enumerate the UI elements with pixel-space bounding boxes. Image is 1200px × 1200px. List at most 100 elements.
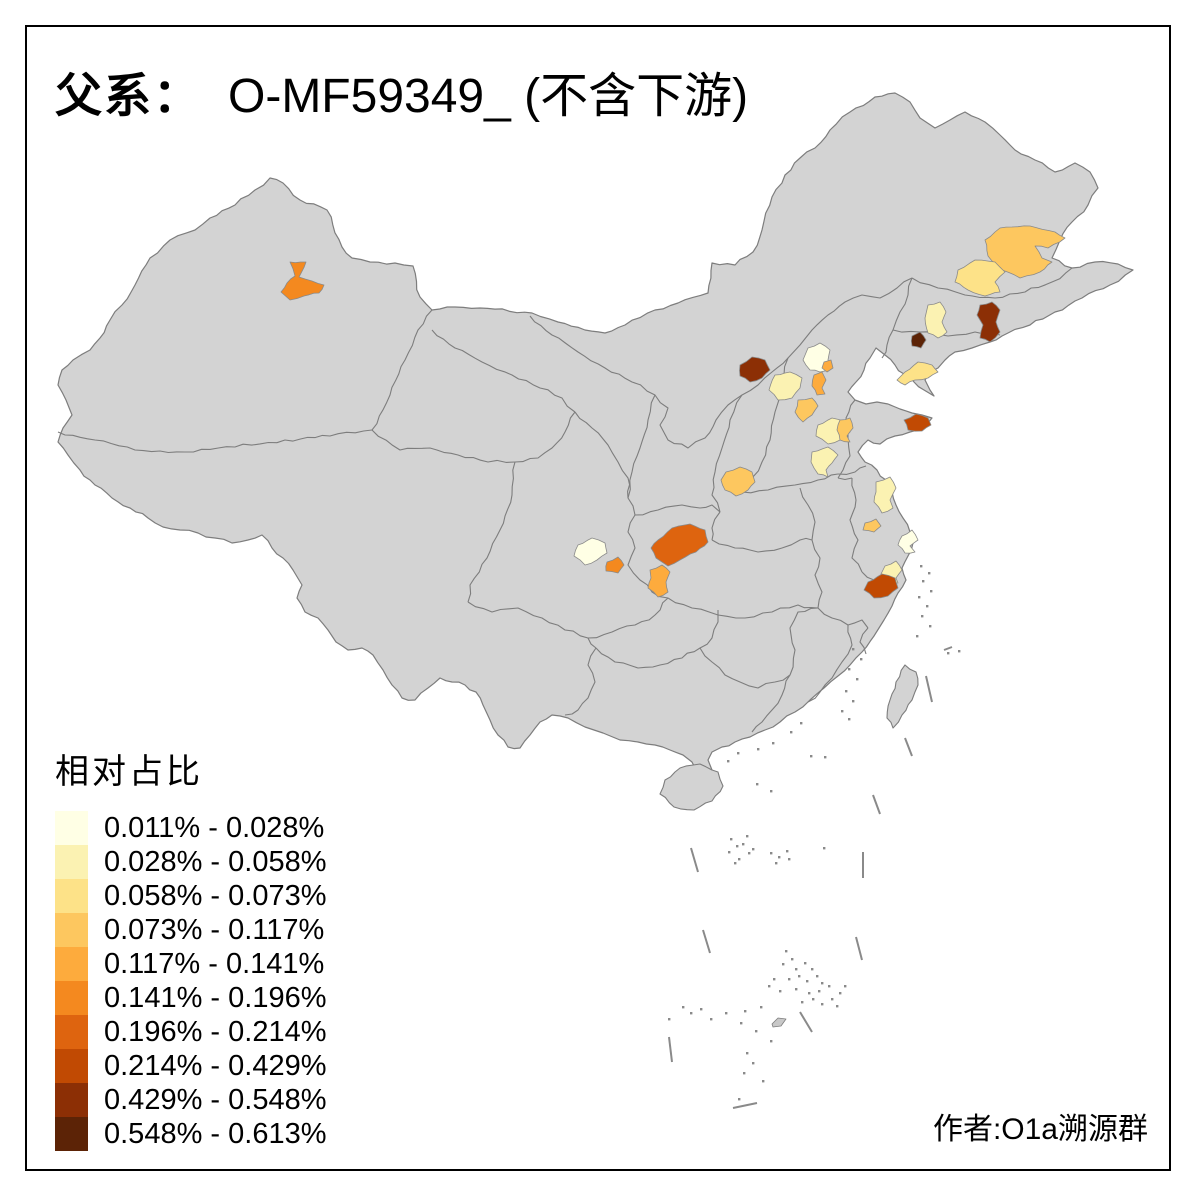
island-speck — [736, 845, 739, 848]
legend-swatch — [55, 1015, 88, 1049]
island-speck — [746, 1052, 749, 1055]
province-border — [634, 504, 721, 516]
island-speck — [929, 625, 932, 628]
map-region — [647, 564, 671, 598]
map-region — [976, 301, 1001, 343]
island-speck — [810, 755, 813, 758]
province-border — [811, 539, 823, 609]
island-speck — [806, 980, 809, 983]
island-speck — [921, 615, 924, 618]
legend-item: 0.011% - 0.028% — [55, 811, 326, 845]
province-border — [529, 277, 913, 449]
island-speck — [752, 848, 755, 851]
island-speck — [831, 998, 834, 1001]
island-speck — [916, 635, 919, 638]
legend: 相对占比 0.011% - 0.028% 0.028% - 0.058% 0.058… — [55, 744, 326, 1151]
legend-swatch — [55, 947, 88, 981]
legend-item: 0.073% - 0.117% — [55, 913, 326, 947]
legend-label: 0.214% - 0.429% — [104, 1050, 327, 1082]
legend-item: 0.028% - 0.058% — [55, 845, 326, 879]
province-border — [587, 637, 597, 649]
legend-title: 相对占比 — [55, 754, 203, 791]
province-border — [741, 473, 839, 494]
legend-item: 0.141% - 0.196% — [55, 981, 326, 1015]
map-region — [863, 573, 899, 599]
title-haplogroup: O-MF59349_ (不含下游) — [228, 70, 749, 123]
legend-label: 0.028% - 0.058% — [104, 846, 327, 878]
island-speck — [804, 962, 807, 965]
legend-item: 0.058% - 0.073% — [55, 879, 326, 913]
island-speck — [757, 748, 760, 751]
island-speck — [768, 985, 771, 988]
legend-item: 0.429% - 0.548% — [55, 1083, 326, 1117]
map-region — [605, 556, 625, 574]
island-speck — [744, 1010, 747, 1013]
province-border — [789, 607, 819, 676]
province-border — [817, 607, 869, 629]
attribution: 作者:O1a溯源群 — [932, 1113, 1148, 1146]
legend-rows: 0.011% - 0.028% 0.028% - 0.058% 0.058% - 0… — [55, 811, 326, 1151]
island-speck — [852, 700, 855, 703]
map-region — [897, 529, 919, 554]
island-speck — [918, 596, 921, 599]
island-speck — [795, 968, 798, 971]
island-speck — [690, 1012, 693, 1015]
island-speck — [773, 978, 776, 981]
province-border — [514, 411, 576, 463]
province-border — [371, 309, 433, 431]
map-region — [573, 537, 608, 566]
map-region — [821, 359, 834, 373]
map-region — [896, 361, 939, 386]
island-speck — [821, 1003, 824, 1006]
province-border — [564, 647, 597, 716]
island-speck — [668, 1018, 671, 1021]
province-border — [837, 465, 867, 475]
map-region — [650, 523, 709, 567]
map-region — [768, 371, 803, 401]
island-speck — [738, 1098, 741, 1101]
legend-swatch — [55, 811, 88, 845]
legend-label: 0.429% - 0.548% — [104, 1084, 327, 1116]
island-speck — [682, 1006, 685, 1009]
island-speck — [788, 858, 791, 861]
island-speck — [860, 658, 863, 661]
island-speck — [801, 1001, 804, 1004]
sea-dash — [872, 794, 881, 815]
sea-dash — [904, 737, 913, 757]
island-speck — [738, 858, 741, 861]
province-border — [751, 674, 791, 733]
province-border — [711, 537, 813, 553]
map-region — [954, 259, 1006, 297]
island-speck — [778, 856, 781, 859]
island-speck — [798, 975, 801, 978]
island-speck — [856, 678, 859, 681]
island-speck — [824, 756, 827, 759]
hainan-island — [659, 763, 724, 811]
island-speck — [737, 752, 740, 755]
island-speck — [812, 998, 815, 1001]
taiwan-island — [886, 664, 919, 729]
island-speck — [762, 1080, 765, 1083]
map-region — [810, 446, 839, 478]
province-border — [859, 627, 869, 655]
map-region — [873, 476, 897, 514]
sea-dash — [855, 936, 863, 961]
province-border — [699, 647, 791, 689]
province-border — [849, 477, 863, 573]
island-speck — [845, 690, 848, 693]
legend-swatch — [55, 879, 88, 913]
legend-swatch — [55, 1117, 88, 1151]
island-speck — [742, 843, 745, 846]
island-speck — [752, 1062, 755, 1065]
island-speck — [926, 605, 929, 608]
island-speck — [839, 992, 842, 995]
island-speck — [790, 731, 793, 734]
title-prefix: 父系： — [55, 71, 202, 123]
island-speck — [770, 852, 773, 855]
province-border — [431, 329, 576, 413]
province-border — [799, 487, 816, 541]
province-border — [627, 394, 656, 516]
legend-swatch — [55, 1083, 88, 1117]
province-border — [711, 394, 743, 513]
